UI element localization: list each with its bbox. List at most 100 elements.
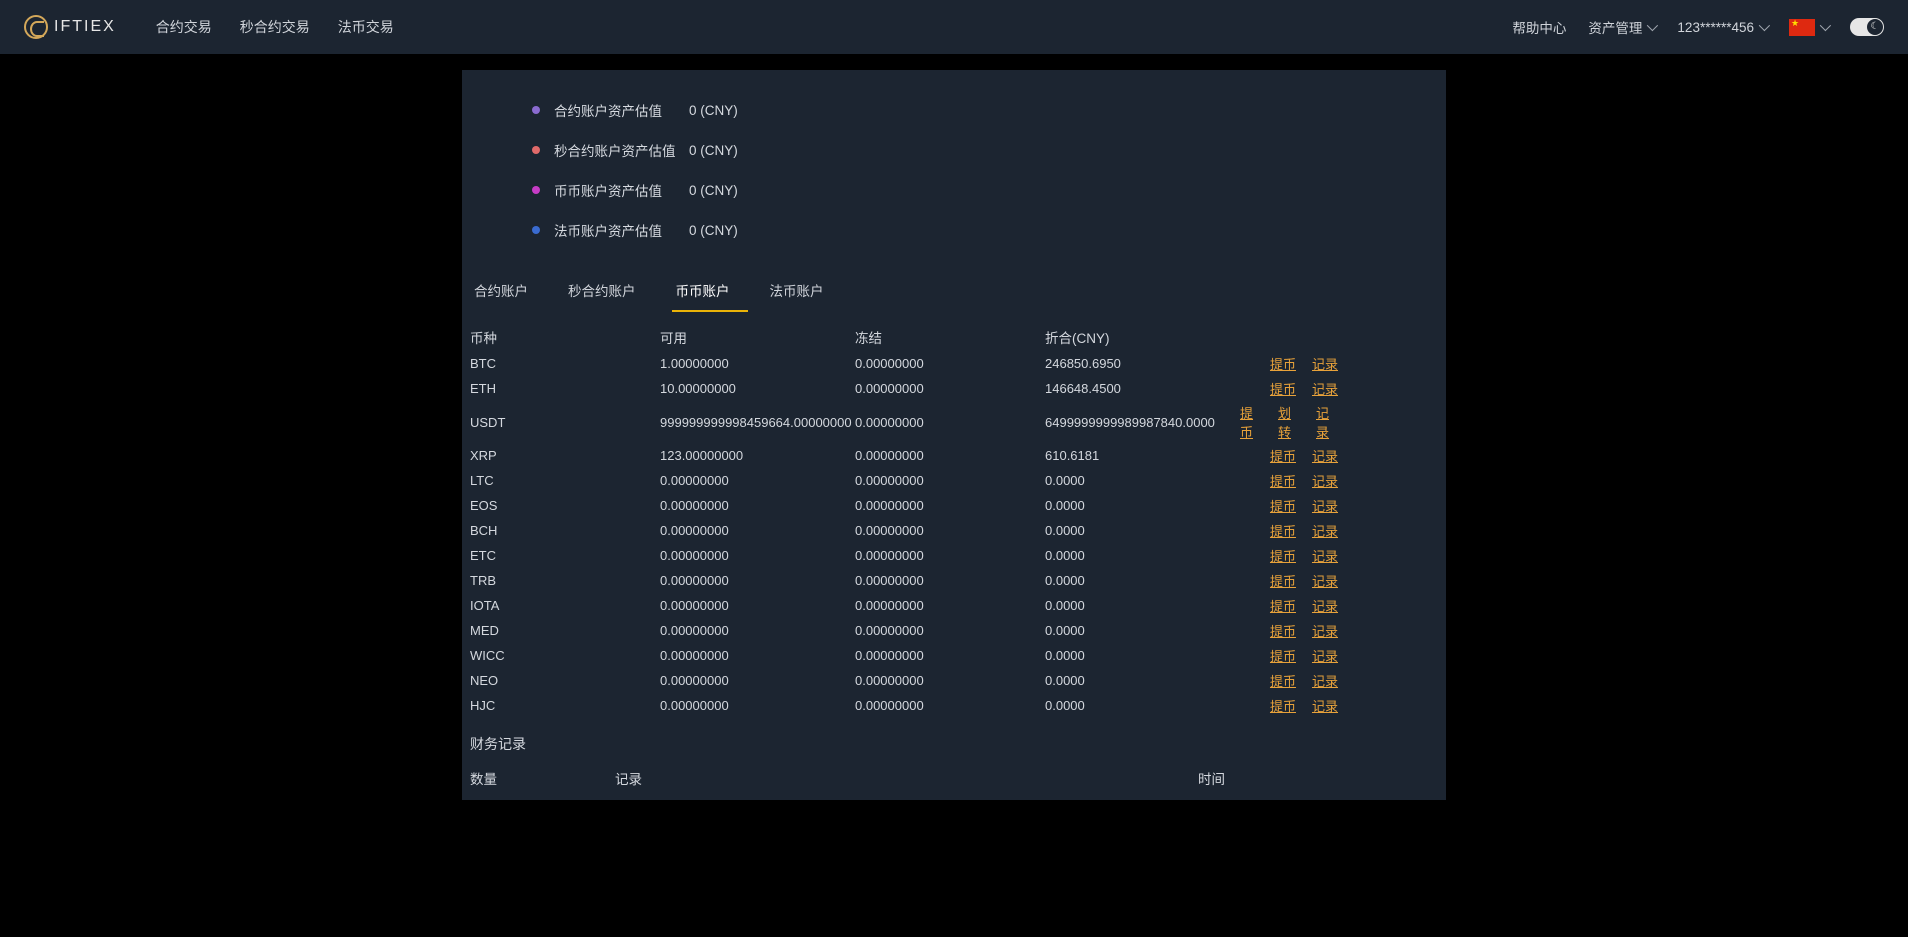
record-link[interactable]: 记录 (1312, 621, 1338, 640)
finance-header-row: 数量 记录 时间 (462, 764, 1446, 800)
withdraw-link[interactable]: 提币 (1270, 596, 1296, 615)
cell-frozen: 0.00000000 (855, 473, 1045, 488)
table-row: ETH10.000000000.00000000146648.4500提币记录 (470, 376, 1438, 401)
account-summary: 合约账户资产估值0 (CNY)秒合约账户资产估值0 (CNY)币币账户资产估值0… (462, 70, 1446, 270)
record-link[interactable]: 记录 (1312, 354, 1338, 373)
col-cny: 折合(CNY) (1045, 327, 1240, 347)
withdraw-link[interactable]: 提币 (1270, 696, 1296, 715)
record-link[interactable]: 记录 (1312, 546, 1338, 565)
table-row: ETC0.000000000.000000000.0000提币记录 (470, 543, 1438, 568)
theme-toggle[interactable] (1850, 18, 1884, 36)
transfer-link[interactable]: 划转 (1278, 403, 1300, 441)
record-link[interactable]: 记录 (1312, 646, 1338, 665)
cell-actions: 提币记录 (1240, 646, 1438, 665)
record-link[interactable]: 记录 (1312, 521, 1338, 540)
cell-available: 0.00000000 (660, 473, 855, 488)
cell-coin: ETH (470, 381, 660, 396)
help-center-label: 帮助中心 (1512, 17, 1566, 37)
table-row: IOTA0.000000000.000000000.0000提币记录 (470, 593, 1438, 618)
record-link[interactable]: 记录 (1312, 496, 1338, 515)
withdraw-link[interactable]: 提币 (1270, 471, 1296, 490)
record-link[interactable]: 记录 (1312, 671, 1338, 690)
withdraw-link[interactable]: 提币 (1270, 646, 1296, 665)
cell-available: 999999999998459664.00000000 (660, 415, 855, 430)
cell-available: 0.00000000 (660, 523, 855, 538)
account-tab[interactable]: 币币账户 (672, 270, 748, 312)
brand-logo[interactable]: IFTIEX (24, 15, 116, 39)
col-frozen: 冻结 (855, 327, 1045, 347)
cell-actions: 提币划转记录 (1240, 403, 1438, 441)
withdraw-link[interactable]: 提币 (1270, 379, 1296, 398)
record-link[interactable]: 记录 (1316, 403, 1338, 441)
cell-coin: ETC (470, 548, 660, 563)
table-row: HJC0.000000000.000000000.0000提币记录 (470, 693, 1438, 718)
record-link[interactable]: 记录 (1312, 379, 1338, 398)
table-header-row: 币种 可用 冻结 折合(CNY) (470, 324, 1438, 349)
record-link[interactable]: 记录 (1312, 471, 1338, 490)
nav-item[interactable]: 合约交易 (156, 17, 212, 37)
asset-mgmt-label: 资产管理 (1588, 17, 1642, 37)
withdraw-link[interactable]: 提币 (1270, 546, 1296, 565)
cell-available: 0.00000000 (660, 673, 855, 688)
cell-cny: 610.6181 (1045, 448, 1240, 463)
table-row: XRP123.000000000.00000000610.6181提币记录 (470, 443, 1438, 468)
summary-label: 秒合约账户资产估值 (554, 140, 689, 160)
withdraw-link[interactable]: 提币 (1270, 354, 1296, 373)
cell-frozen: 0.00000000 (855, 356, 1045, 371)
record-link[interactable]: 记录 (1312, 596, 1338, 615)
cell-cny: 0.0000 (1045, 573, 1240, 588)
cell-coin: NEO (470, 673, 660, 688)
cell-coin: BTC (470, 356, 660, 371)
user-dropdown[interactable]: 123******456 (1677, 20, 1767, 35)
logo-icon (24, 15, 48, 39)
china-flag-icon (1789, 19, 1815, 36)
cell-frozen: 0.00000000 (855, 415, 1045, 430)
cell-coin: USDT (470, 415, 660, 430)
record-link[interactable]: 记录 (1312, 696, 1338, 715)
chevron-down-icon (1759, 20, 1770, 31)
cell-cny: 0.0000 (1045, 648, 1240, 663)
withdraw-link[interactable]: 提币 (1270, 496, 1296, 515)
cell-frozen: 0.00000000 (855, 523, 1045, 538)
withdraw-link[interactable]: 提币 (1240, 403, 1262, 441)
help-center-link[interactable]: 帮助中心 (1512, 17, 1566, 37)
cell-cny: 0.0000 (1045, 548, 1240, 563)
summary-row: 秒合约账户资产估值0 (CNY) (532, 140, 1376, 160)
language-dropdown[interactable] (1789, 19, 1828, 36)
cell-actions: 提币记录 (1240, 354, 1438, 373)
cell-available: 10.00000000 (660, 381, 855, 396)
cell-actions: 提币记录 (1240, 696, 1438, 715)
cell-coin: IOTA (470, 598, 660, 613)
account-tab[interactable]: 法币账户 (766, 270, 842, 312)
cell-available: 0.00000000 (660, 623, 855, 638)
withdraw-link[interactable]: 提币 (1270, 571, 1296, 590)
cell-coin: XRP (470, 448, 660, 463)
cell-cny: 0.0000 (1045, 498, 1240, 513)
withdraw-link[interactable]: 提币 (1270, 621, 1296, 640)
withdraw-link[interactable]: 提币 (1270, 521, 1296, 540)
asset-mgmt-dropdown[interactable]: 资产管理 (1588, 17, 1655, 37)
nav-item[interactable]: 秒合约交易 (240, 17, 310, 37)
cell-available: 123.00000000 (660, 448, 855, 463)
header-right: 帮助中心 资产管理 123******456 (1512, 17, 1884, 37)
nav-item[interactable]: 法币交易 (338, 17, 394, 37)
account-tabs: 合约账户秒合约账户币币账户法币账户 (462, 270, 1446, 312)
cell-available: 0.00000000 (660, 698, 855, 713)
withdraw-link[interactable]: 提币 (1270, 446, 1296, 465)
chevron-down-icon (1647, 20, 1658, 31)
account-tab[interactable]: 合约账户 (470, 270, 546, 312)
fin-col-record: 记录 (615, 768, 1198, 788)
cell-cny: 6499999999989987840.0000 (1045, 415, 1240, 430)
account-tab[interactable]: 秒合约账户 (564, 270, 654, 312)
fin-col-time: 时间 (1198, 768, 1438, 788)
record-link[interactable]: 记录 (1312, 571, 1338, 590)
cell-frozen: 0.00000000 (855, 598, 1045, 613)
withdraw-link[interactable]: 提币 (1270, 671, 1296, 690)
finance-records-title: 财务记录 (462, 718, 1446, 764)
cell-frozen: 0.00000000 (855, 381, 1045, 396)
record-link[interactable]: 记录 (1312, 446, 1338, 465)
table-row: USDT999999999998459664.000000000.0000000… (470, 401, 1438, 443)
main-nav: 合约交易 秒合约交易 法币交易 (156, 17, 394, 37)
cell-actions: 提币记录 (1240, 546, 1438, 565)
cell-actions: 提币记录 (1240, 496, 1438, 515)
